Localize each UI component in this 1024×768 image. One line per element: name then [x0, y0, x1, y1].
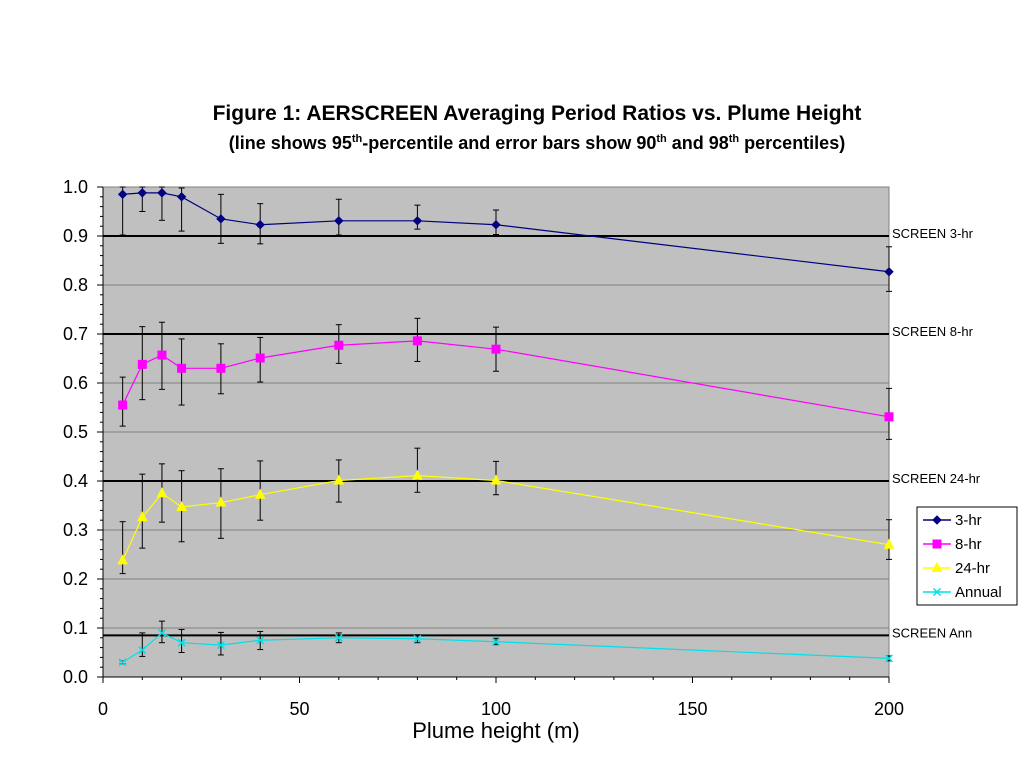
series-24-hr: [117, 447, 895, 575]
data-point: [333, 474, 345, 485]
data-point: [176, 500, 187, 511]
legend-marker: [932, 515, 942, 525]
series-line: [122, 340, 890, 418]
legend-label: 8-hr: [955, 536, 982, 553]
data-point: [118, 400, 128, 410]
data-point: [216, 641, 225, 650]
chart-title: Figure 1: AERSCREEN Averaging Period Rat…: [212, 102, 862, 125]
y-tick-label: 0.4: [63, 471, 88, 491]
data-point: [334, 340, 344, 350]
data-point: [412, 216, 423, 226]
data-point: [157, 628, 166, 637]
data-point: [884, 654, 894, 663]
legend-marker: [932, 539, 942, 549]
data-point: [884, 412, 894, 422]
x-tick-label: 100: [481, 699, 511, 719]
reference-line-label: SCREEN 24-hr: [892, 471, 981, 486]
x-tick-label: 200: [874, 699, 904, 719]
data-point: [256, 636, 265, 645]
subtitle-part: -percentile and error bars show 90: [362, 133, 657, 153]
data-point: [216, 214, 226, 224]
data-series: [117, 186, 895, 667]
series-8-hr: [118, 317, 894, 440]
data-point: [156, 487, 168, 498]
data-point: [490, 474, 502, 485]
x-tick-label: 150: [677, 699, 707, 719]
data-point: [136, 511, 148, 522]
y-tick-label: 0.0: [63, 667, 88, 687]
data-point: [138, 646, 147, 655]
axes: 0.0 0.1 0.2 0.3 0.4 0.5 0.6 0.7 0.8 0.9 1.0 0 50 100 1…: [63, 177, 904, 719]
data-point: [117, 554, 128, 565]
y-tick-label: 0.3: [63, 520, 88, 540]
data-point: [255, 220, 265, 230]
subtitle-superscript: th: [656, 133, 667, 145]
y-tick-label: 0.5: [63, 422, 88, 442]
data-point: [412, 336, 422, 346]
legend-marker: [931, 561, 943, 572]
data-point: [491, 220, 501, 230]
data-point: [215, 496, 227, 507]
subtitle-part: percentiles): [739, 133, 846, 153]
legend-item: 3-hr: [923, 512, 982, 529]
data-point: [137, 188, 148, 198]
data-point: [334, 216, 344, 226]
data-point: [137, 359, 147, 369]
y-tick-label: 0.6: [63, 373, 88, 393]
legend: 3-hr 8-hr 24-hr Annual: [916, 506, 1018, 606]
legend-label: Annual: [955, 584, 1002, 601]
data-point: [254, 488, 266, 499]
legend-label: 24-hr: [955, 560, 990, 577]
data-point: [491, 344, 501, 354]
series-line: [122, 475, 890, 561]
series-line: [122, 632, 890, 663]
data-point: [118, 658, 127, 667]
y-tick-label: 1.0: [63, 177, 88, 197]
subtitle-superscript: th: [728, 133, 740, 145]
data-point: [157, 188, 167, 198]
chart-subtitle: (line shows 95th-percentile and error ba…: [0, 133, 1024, 154]
data-point: [491, 637, 501, 646]
x-tick-label: 0: [98, 699, 108, 719]
reference-line-label: SCREEN 8-hr: [892, 324, 974, 339]
legend-item: 24-hr: [923, 560, 990, 577]
data-point: [334, 633, 343, 642]
legend-item: 8-hr: [923, 536, 982, 553]
data-point: [884, 267, 894, 277]
series-line: [122, 192, 890, 273]
reference-line-label: SCREEN 3-hr: [892, 226, 974, 241]
y-tick-label: 0.8: [63, 275, 88, 295]
data-point: [883, 538, 895, 549]
legend-marker: [932, 587, 942, 597]
reference-line-label: SCREEN Ann: [892, 625, 972, 640]
data-point: [413, 634, 422, 643]
data-point: [157, 350, 167, 360]
series-3-hr: [117, 186, 894, 292]
legend-label: 3-hr: [955, 512, 982, 529]
y-tick-label: 0.7: [63, 324, 88, 344]
y-tick-label: 0.9: [63, 226, 88, 246]
data-point: [117, 189, 128, 200]
data-point: [216, 363, 226, 373]
subtitle-part: (line shows 95: [228, 133, 352, 153]
x-axis-title: Plume height (m): [412, 718, 580, 743]
data-point: [255, 353, 265, 363]
y-tick-label: 0.2: [63, 569, 88, 589]
subtitle-part: and 98: [666, 133, 729, 153]
data-point: [177, 638, 186, 647]
data-point: [177, 363, 187, 373]
x-tick-label: 50: [289, 699, 309, 719]
subtitle-superscript: th: [351, 133, 363, 145]
data-point: [412, 469, 423, 480]
legend-item: Annual: [923, 584, 1002, 601]
series-annual: [118, 620, 894, 667]
data-point: [176, 192, 187, 202]
y-tick-label: 0.1: [63, 618, 88, 638]
